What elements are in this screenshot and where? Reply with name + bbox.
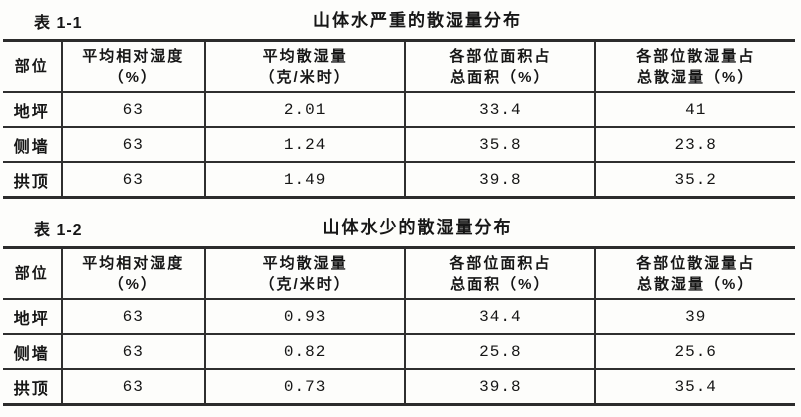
table-row: 地坪 63 0.93 34.4 39 — [3, 299, 795, 335]
table-1-2-label: 表 1-2 — [34, 222, 83, 239]
header-text: 平均相对湿度 — [82, 47, 185, 65]
data-cell: 63 — [60, 127, 205, 163]
data-cell: 2.01 — [203, 92, 406, 128]
header-text: 各部位面积占 — [449, 47, 552, 65]
header-cell-buwei: 部位 — [3, 40, 62, 93]
row-label-cell: 拱顶 — [13, 380, 50, 398]
header-text: 各部位散湿量占 — [636, 254, 756, 272]
data-cell: 1.24 — [203, 127, 406, 163]
header-unit: 总面积（%） — [450, 275, 551, 293]
table-1-1-title: 山体水严重的散湿量分布 — [313, 11, 522, 30]
table-row: 地坪 63 2.01 33.4 41 — [3, 92, 795, 128]
table-header-row: 部位 平均相对湿度 （%） 平均散湿量 （克/米时） 各部位面积占 总面积（%）… — [3, 40, 795, 93]
data-cell: 41 — [594, 92, 795, 128]
table-1-1: 部位 平均相对湿度 （%） 平均散湿量 （克/米时） 各部位面积占 总面积（%）… — [3, 39, 795, 199]
data-cell: 63 — [60, 369, 205, 405]
header-cell-moisture-pct: 各部位散湿量占 总散湿量（%） — [594, 247, 795, 300]
data-cell: 0.93 — [203, 299, 406, 335]
row-label-cell: 地坪 — [3, 299, 62, 335]
data-cell: 34.4 — [404, 299, 596, 335]
data-cell: 0.82 — [203, 334, 406, 370]
scanned-page: 表 1-1 山体水严重的散湿量分布 部位 平均相对湿度 （%） 平均散湿量 （克… — [3, 9, 795, 406]
data-cell: 25.8 — [404, 334, 596, 370]
header-text: 平均相对湿度 — [82, 254, 185, 272]
header-unit: （克/米时） — [259, 275, 351, 293]
header-cell-area-pct: 各部位面积占 总面积（%） — [404, 247, 596, 300]
header-cell-moisture-pct: 各部位散湿量占 总散湿量（%） — [594, 40, 795, 93]
data-cell: 39.8 — [404, 369, 596, 405]
data-cell: 35.8 — [404, 127, 596, 163]
header-cell-avg-humidity: 平均相对湿度 （%） — [60, 40, 205, 93]
header-unit: 总散湿量（%） — [637, 275, 755, 293]
data-cell: 63 — [60, 334, 205, 370]
table-1-2: 部位 平均相对湿度 （%） 平均散湿量 （克/米时） 各部位面积占 总面积（%）… — [3, 246, 795, 406]
table-row: 拱顶 63 1.49 39.8 35.2 — [3, 162, 795, 198]
data-cell: 33.4 — [404, 92, 596, 128]
table-1-1-label: 表 1-1 — [34, 15, 83, 32]
data-cell: 39 — [594, 299, 795, 335]
table-1-2-caption: 表 1-2 山体水少的散湿量分布 — [6, 216, 795, 240]
data-cell: 63 — [60, 299, 205, 335]
row-label-cell: 拱顶 — [13, 173, 50, 191]
data-cell: 35.4 — [594, 369, 795, 405]
data-cell: 39.8 — [404, 162, 596, 198]
header-cell-avg-moisture: 平均散湿量 （克/米时） — [203, 247, 406, 300]
table-row: 侧墙 63 0.82 25.8 25.6 — [3, 334, 795, 370]
header-cell-buwei: 部位 — [3, 247, 62, 300]
header-text: 部位 — [14, 265, 49, 282]
table-1-2-title: 山体水少的散湿量分布 — [322, 218, 513, 237]
header-text: 平均散湿量 — [262, 47, 348, 65]
header-unit: 总面积（%） — [450, 68, 551, 86]
table-header-row: 部位 平均相对湿度 （%） 平均散湿量 （克/米时） 各部位面积占 总面积（%）… — [3, 247, 795, 300]
data-cell: 63 — [60, 162, 205, 198]
table-1-1-caption: 表 1-1 山体水严重的散湿量分布 — [6, 9, 795, 33]
header-unit: （%） — [108, 275, 158, 293]
header-unit: （克/米时） — [259, 68, 351, 86]
row-label-cell: 侧墙 — [3, 127, 62, 163]
data-cell: 23.8 — [594, 127, 795, 163]
header-unit: （%） — [108, 68, 158, 86]
header-cell-avg-moisture: 平均散湿量 （克/米时） — [203, 40, 406, 93]
row-label-cell: 地坪 — [3, 92, 62, 128]
table-row: 拱顶 63 0.73 39.8 35.4 — [3, 369, 795, 405]
header-text: 平均散湿量 — [262, 254, 348, 272]
header-cell-area-pct: 各部位面积占 总面积（%） — [404, 40, 596, 93]
header-cell-avg-humidity: 平均相对湿度 （%） — [60, 247, 205, 300]
row-label-cell: 侧墙 — [3, 334, 62, 370]
header-text: 部位 — [14, 58, 49, 75]
table-row: 侧墙 63 1.24 35.8 23.8 — [3, 127, 795, 163]
header-unit: 总散湿量（%） — [637, 68, 755, 86]
data-cell: 1.49 — [203, 162, 406, 198]
data-cell: 63 — [60, 92, 205, 128]
header-text: 各部位散湿量占 — [636, 47, 756, 65]
data-cell: 35.2 — [594, 162, 795, 198]
data-cell: 0.73 — [203, 369, 406, 405]
data-cell: 25.6 — [594, 334, 795, 370]
header-text: 各部位面积占 — [449, 254, 552, 272]
